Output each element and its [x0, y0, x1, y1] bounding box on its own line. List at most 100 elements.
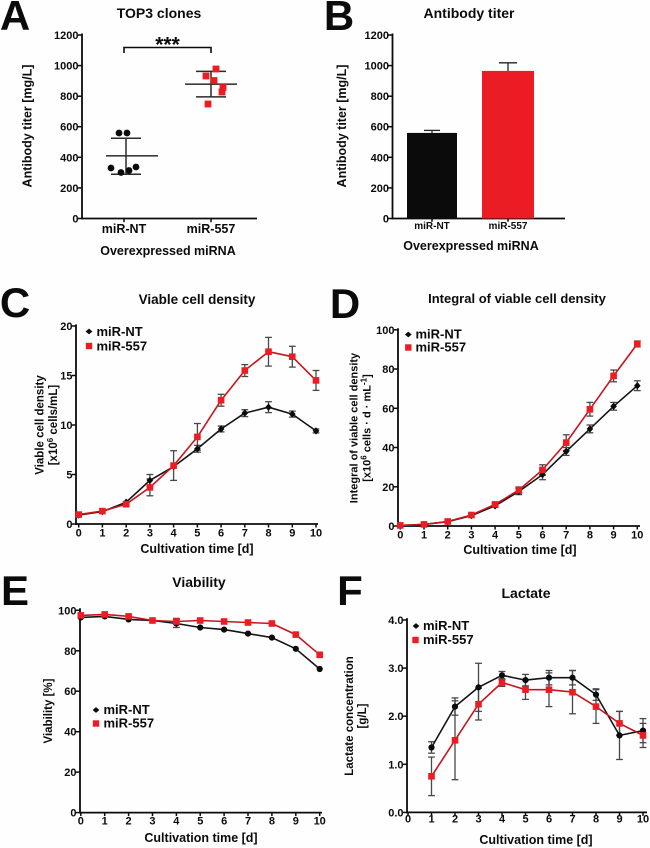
svg-text:4: 4 — [499, 814, 506, 826]
svg-text:miR-NT: miR-NT — [102, 222, 147, 236]
svg-text:7: 7 — [242, 528, 248, 540]
svg-text:40: 40 — [382, 443, 394, 455]
svg-text:9: 9 — [293, 816, 299, 828]
svg-text:4: 4 — [173, 816, 180, 828]
svg-text:4: 4 — [492, 530, 499, 542]
svg-text:60: 60 — [382, 403, 394, 415]
svg-text:miR-NT: miR-NT — [423, 618, 469, 633]
svg-text:10: 10 — [310, 528, 322, 540]
svg-text:3: 3 — [475, 814, 481, 826]
svg-text:10: 10 — [631, 530, 643, 542]
svg-text:Cultivation time [d]: Cultivation time [d] — [479, 833, 592, 847]
svg-text:1: 1 — [102, 816, 108, 828]
svg-text:miR-557: miR-557 — [423, 632, 474, 647]
svg-text:400: 400 — [371, 152, 389, 164]
svg-text:[g/L]: [g/L] — [357, 703, 369, 728]
svg-text:1200: 1200 — [54, 30, 78, 42]
svg-text:6: 6 — [218, 528, 224, 540]
svg-text:Viability: Viability — [172, 574, 226, 590]
svg-text:5: 5 — [194, 528, 200, 540]
svg-text:miR-557: miR-557 — [97, 339, 148, 354]
svg-text:20: 20 — [382, 482, 394, 494]
svg-text:***: *** — [155, 34, 180, 57]
svg-text:3: 3 — [468, 530, 474, 542]
svg-text:0: 0 — [388, 521, 394, 533]
svg-text:20: 20 — [64, 767, 76, 779]
svg-text:8: 8 — [269, 816, 275, 828]
svg-text:9: 9 — [289, 528, 295, 540]
svg-text:0: 0 — [72, 214, 78, 226]
svg-text:3.0: 3.0 — [388, 663, 403, 675]
svg-text:0: 0 — [383, 214, 389, 226]
svg-text:8: 8 — [265, 528, 271, 540]
svg-text:200: 200 — [60, 183, 78, 195]
svg-text:5: 5 — [66, 470, 72, 482]
svg-text:F: F — [337, 567, 363, 614]
svg-text:0: 0 — [70, 808, 76, 820]
svg-text:60: 60 — [64, 686, 76, 698]
svg-text:800: 800 — [60, 91, 78, 103]
svg-text:15: 15 — [60, 371, 72, 383]
svg-text:Cultivation time [d]: Cultivation time [d] — [140, 542, 253, 556]
svg-text:100: 100 — [376, 325, 394, 337]
svg-text:1.0: 1.0 — [388, 759, 403, 771]
svg-text:200: 200 — [371, 183, 389, 195]
svg-text:800: 800 — [371, 91, 389, 103]
svg-text:1: 1 — [99, 528, 105, 540]
svg-text:Integral of viable cell densit: Integral of viable cell density — [349, 352, 361, 503]
svg-text:D: D — [330, 280, 360, 327]
svg-text:0: 0 — [397, 530, 403, 542]
svg-text:0: 0 — [66, 519, 72, 531]
svg-text:Viable cell density: Viable cell density — [139, 292, 256, 307]
svg-text:20: 20 — [60, 321, 72, 333]
svg-text:4: 4 — [171, 528, 178, 540]
svg-text:9: 9 — [616, 814, 622, 826]
svg-text:600: 600 — [371, 122, 389, 134]
svg-text:miR-557: miR-557 — [187, 222, 236, 236]
svg-text:Viable cell density: Viable cell density — [35, 375, 47, 475]
svg-text:5: 5 — [522, 814, 528, 826]
svg-text:Cultivation time [d]: Cultivation time [d] — [144, 831, 257, 845]
svg-text:B: B — [324, 0, 354, 39]
svg-text:Integral of viable cell densit: Integral of viable cell density — [428, 291, 606, 306]
svg-text:8: 8 — [587, 530, 593, 542]
svg-text:2: 2 — [123, 528, 129, 540]
svg-text:6: 6 — [539, 530, 545, 542]
svg-text:Overexpressed miRNA: Overexpressed miRNA — [403, 239, 538, 253]
svg-text:2: 2 — [126, 816, 132, 828]
svg-text:40: 40 — [64, 727, 76, 739]
svg-text:0: 0 — [405, 814, 411, 826]
svg-text:miR-557: miR-557 — [489, 221, 528, 232]
svg-text:1: 1 — [428, 814, 434, 826]
svg-text:6: 6 — [221, 816, 227, 828]
svg-text:miR-NT: miR-NT — [104, 702, 150, 717]
svg-text:miR-557: miR-557 — [104, 716, 155, 731]
svg-text:7: 7 — [569, 814, 575, 826]
svg-text:10: 10 — [60, 420, 72, 432]
svg-text:6: 6 — [546, 814, 552, 826]
svg-text:miR-557: miR-557 — [416, 340, 467, 355]
svg-text:4.0: 4.0 — [388, 615, 403, 627]
svg-text:7: 7 — [563, 530, 569, 542]
svg-text:10: 10 — [314, 816, 326, 828]
svg-text:A: A — [0, 0, 30, 39]
svg-text:400: 400 — [60, 152, 78, 164]
svg-text:80: 80 — [382, 364, 394, 376]
svg-text:Viability [%]: Viability [%] — [43, 678, 55, 743]
svg-text:Lactate concentration: Lactate concentration — [344, 656, 356, 776]
svg-text:Lactate: Lactate — [501, 585, 550, 601]
svg-text:[x106 cells/mL]: [x106 cells/mL] — [46, 385, 60, 466]
svg-text:100: 100 — [58, 605, 76, 617]
svg-text:2.0: 2.0 — [388, 711, 403, 723]
svg-text:1: 1 — [421, 530, 427, 542]
svg-text:2: 2 — [452, 814, 458, 826]
svg-text:2: 2 — [445, 530, 451, 542]
svg-text:Cultivation time [d]: Cultivation time [d] — [463, 543, 576, 557]
svg-text:5: 5 — [197, 816, 203, 828]
svg-text:miR-NT: miR-NT — [97, 324, 143, 339]
svg-text:7: 7 — [245, 816, 251, 828]
svg-text:10: 10 — [637, 814, 649, 826]
svg-text:9: 9 — [611, 530, 617, 542]
svg-text:600: 600 — [60, 122, 78, 134]
svg-text:0: 0 — [76, 528, 82, 540]
